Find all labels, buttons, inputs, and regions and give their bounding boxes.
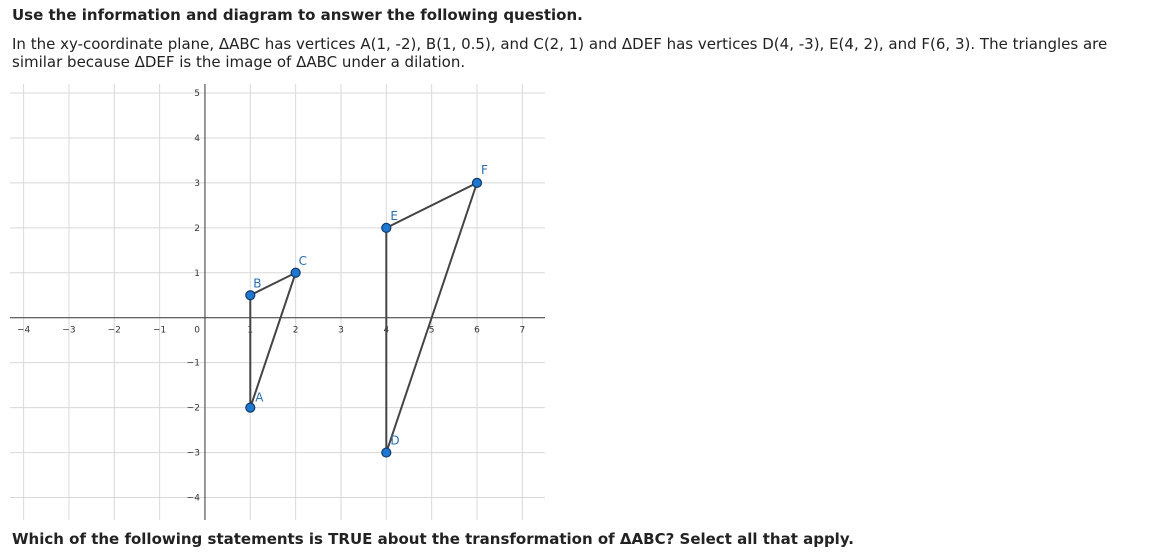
vertex-label: E xyxy=(390,209,398,223)
triangle-edges xyxy=(249,270,298,408)
y-tick-label: −4 xyxy=(187,494,201,504)
vertex-point xyxy=(381,447,392,458)
x-tick-label: −4 xyxy=(17,326,31,336)
vertex-label: C xyxy=(299,254,307,268)
question-text: In the xy-coordinate plane, ΔABC has ver… xyxy=(12,35,1108,71)
x-tick-label: 5 xyxy=(429,326,435,336)
y-tick-label: 5 xyxy=(194,89,200,99)
vertex-label: F xyxy=(481,163,488,177)
vertex-label: D xyxy=(390,434,399,448)
x-tick-label: 6 xyxy=(474,326,480,336)
x-tick-label: 7 xyxy=(519,326,525,336)
y-tick-label: 3 xyxy=(194,179,200,189)
instruction: Use the information and diagram to answe… xyxy=(12,6,583,24)
y-tick-label: −1 xyxy=(187,359,200,369)
vertex-label: A xyxy=(255,391,264,405)
vertex-point xyxy=(290,267,301,278)
y-tick-label: −3 xyxy=(187,449,200,459)
y-tick-label: 1 xyxy=(194,269,200,279)
x-tick-label: −3 xyxy=(62,326,75,336)
origin-label: 0 xyxy=(194,326,200,336)
y-tick-label: −2 xyxy=(187,404,200,414)
vertex-point xyxy=(245,290,256,301)
x-tick-label: −1 xyxy=(153,326,166,336)
x-tick-label: 2 xyxy=(293,326,299,336)
vertex-point xyxy=(381,222,392,233)
vertex-point xyxy=(245,402,256,413)
y-tick-label: 2 xyxy=(194,224,200,234)
x-tick-label: −2 xyxy=(108,326,121,336)
triangle-edges xyxy=(385,180,479,453)
vertex-point xyxy=(471,177,483,188)
y-tick-label: 4 xyxy=(194,134,200,144)
vertex-label: B xyxy=(253,276,261,290)
prompt: Which of the following statements is TRU… xyxy=(12,530,854,548)
x-tick-label: 3 xyxy=(338,326,344,336)
